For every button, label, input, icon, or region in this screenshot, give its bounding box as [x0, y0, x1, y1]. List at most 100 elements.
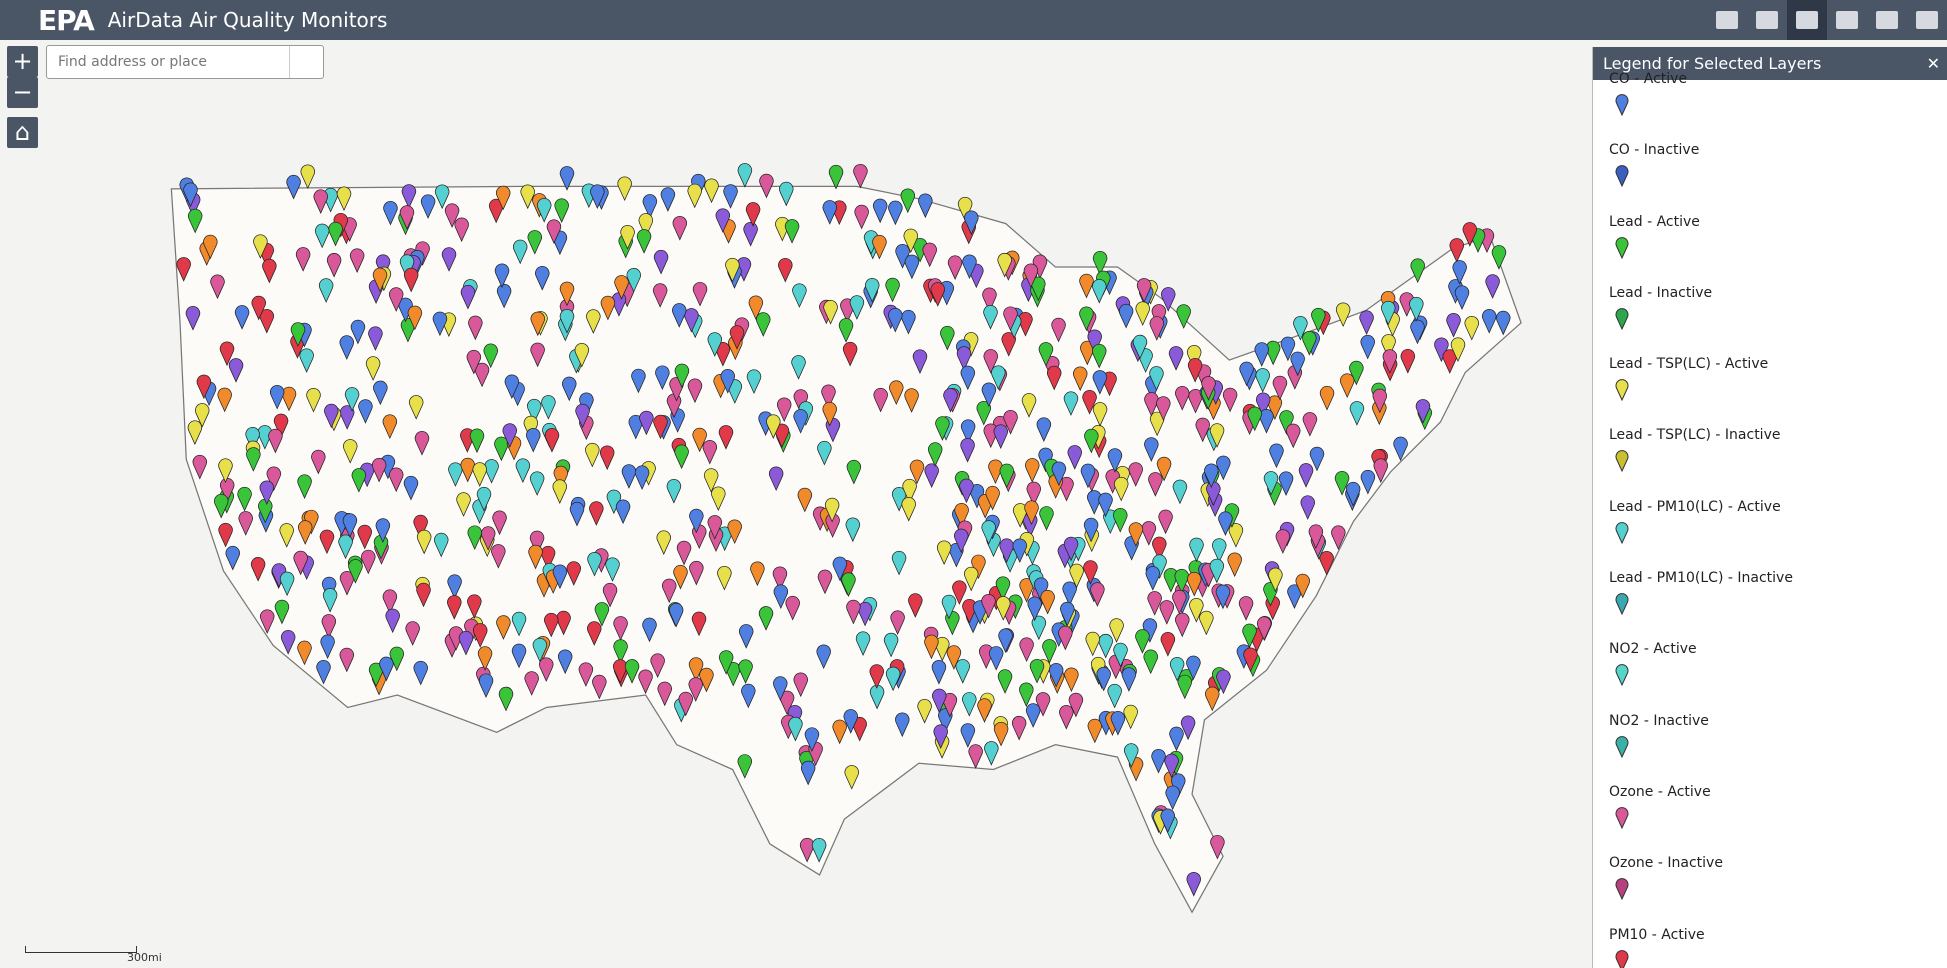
- monitor-pin[interactable]: [218, 458, 233, 484]
- monitor-pin[interactable]: [403, 476, 419, 501]
- monitor-pin[interactable]: [535, 266, 550, 291]
- monitor-pin[interactable]: [841, 572, 856, 597]
- monitor-pin[interactable]: [1059, 705, 1074, 730]
- monitor-pin[interactable]: [1039, 506, 1054, 531]
- search-button[interactable]: [289, 46, 323, 78]
- monitor-pin[interactable]: [653, 250, 669, 275]
- monitor-pin[interactable]: [407, 305, 423, 331]
- monitor-pin[interactable]: [1360, 334, 1375, 360]
- monitor-pin[interactable]: [674, 363, 690, 389]
- monitor-pin[interactable]: [559, 281, 575, 307]
- monitor-pin[interactable]: [417, 529, 432, 555]
- monitor-pin[interactable]: [1175, 612, 1190, 638]
- monitor-pin[interactable]: [993, 424, 1008, 449]
- monitor-pin[interactable]: [636, 229, 652, 254]
- monitor-pin[interactable]: [1180, 715, 1196, 741]
- monitor-pin[interactable]: [883, 632, 899, 658]
- monitor-pin[interactable]: [203, 234, 218, 260]
- monitor-pin[interactable]: [389, 646, 404, 672]
- monitor-pin[interactable]: [672, 216, 687, 241]
- monitor-pin[interactable]: [1247, 406, 1262, 432]
- monitor-pin[interactable]: [1172, 479, 1188, 505]
- monitor-pin[interactable]: [299, 348, 314, 373]
- monitor-pin[interactable]: [940, 325, 955, 351]
- monitor-pin[interactable]: [1092, 343, 1107, 369]
- monitor-pin[interactable]: [279, 523, 294, 548]
- monitor-pin[interactable]: [729, 325, 745, 350]
- monitor-pin[interactable]: [838, 318, 854, 343]
- monitor-pin[interactable]: [822, 401, 837, 427]
- monitor-pin[interactable]: [1124, 743, 1139, 768]
- monitor-pin[interactable]: [924, 634, 939, 660]
- monitor-pin[interactable]: [524, 671, 539, 696]
- monitor-pin[interactable]: [692, 427, 707, 453]
- layers-button[interactable]: [1707, 0, 1747, 40]
- monitor-pin[interactable]: [1290, 351, 1305, 377]
- monitor-pin[interactable]: [558, 649, 573, 675]
- monitor-pin[interactable]: [1393, 436, 1408, 462]
- monitor-pin[interactable]: [1209, 423, 1225, 448]
- monitor-pin[interactable]: [1152, 536, 1167, 562]
- measure-button[interactable]: [1907, 0, 1947, 40]
- monitor-pin[interactable]: [1279, 410, 1294, 435]
- monitor-pin[interactable]: [1400, 349, 1415, 374]
- monitor-pin[interactable]: [909, 459, 925, 485]
- monitor-pin[interactable]: [918, 193, 933, 219]
- monitor-pin[interactable]: [1092, 370, 1108, 395]
- monitor-pin[interactable]: [1263, 471, 1279, 496]
- monitor-pin[interactable]: [784, 219, 800, 244]
- monitor-pin[interactable]: [1454, 285, 1470, 310]
- monitor-pin[interactable]: [420, 194, 436, 219]
- monitor-pin[interactable]: [600, 295, 616, 321]
- monitor-pin[interactable]: [1381, 300, 1396, 326]
- monitor-pin[interactable]: [434, 532, 449, 558]
- monitor-pin[interactable]: [1145, 566, 1160, 591]
- monitor-pin[interactable]: [539, 657, 554, 682]
- monitor-pin[interactable]: [943, 388, 958, 413]
- monitor-pin[interactable]: [704, 178, 719, 204]
- monitor-pin[interactable]: [1311, 307, 1326, 333]
- monitor-pin[interactable]: [1186, 655, 1201, 681]
- monitor-pin[interactable]: [441, 247, 457, 272]
- monitor-pin[interactable]: [989, 646, 1004, 671]
- monitor-pin[interactable]: [1382, 349, 1398, 374]
- monitor-pin[interactable]: [1272, 375, 1288, 401]
- monitor-pin[interactable]: [823, 300, 838, 325]
- monitor-pin[interactable]: [413, 514, 428, 540]
- monitor-pin[interactable]: [1295, 573, 1310, 599]
- monitor-pin[interactable]: [954, 528, 969, 554]
- monitor-pin[interactable]: [511, 643, 527, 669]
- monitor-pin[interactable]: [1092, 251, 1108, 276]
- monitor-pin[interactable]: [960, 723, 975, 748]
- monitor-pin[interactable]: [1172, 589, 1187, 615]
- monitor-pin[interactable]: [674, 444, 689, 470]
- monitor-pin[interactable]: [785, 595, 800, 621]
- monitor-pin[interactable]: [1335, 302, 1351, 328]
- monitor-pin[interactable]: [1079, 306, 1094, 332]
- monitor-pin[interactable]: [1186, 872, 1201, 897]
- monitor-pin[interactable]: [1021, 393, 1037, 418]
- monitor-pin[interactable]: [399, 254, 415, 280]
- monitor-pin[interactable]: [821, 384, 836, 410]
- monitor-pin[interactable]: [1149, 316, 1164, 341]
- about-button[interactable]: [1867, 0, 1907, 40]
- monitor-pin[interactable]: [617, 176, 632, 202]
- monitor-pin[interactable]: [587, 552, 602, 577]
- monitor-pin[interactable]: [279, 571, 295, 597]
- monitor-pin[interactable]: [924, 463, 939, 488]
- monitor-pin[interactable]: [971, 554, 986, 580]
- monitor-pin[interactable]: [1152, 554, 1167, 579]
- monitor-pin[interactable]: [1168, 346, 1184, 371]
- monitor-pin[interactable]: [704, 468, 719, 493]
- monitor-pin[interactable]: [1308, 524, 1324, 549]
- monitor-pin[interactable]: [772, 566, 788, 592]
- monitor-pin[interactable]: [447, 574, 462, 600]
- monitor-pin[interactable]: [297, 474, 312, 499]
- monitor-pin[interactable]: [237, 486, 252, 512]
- monitor-pin[interactable]: [960, 365, 975, 391]
- monitor-pin[interactable]: [656, 530, 671, 555]
- monitor-pin[interactable]: [348, 559, 363, 584]
- monitor-pin[interactable]: [1132, 334, 1148, 360]
- monitor-pin[interactable]: [718, 425, 734, 450]
- monitor-pin[interactable]: [964, 210, 979, 236]
